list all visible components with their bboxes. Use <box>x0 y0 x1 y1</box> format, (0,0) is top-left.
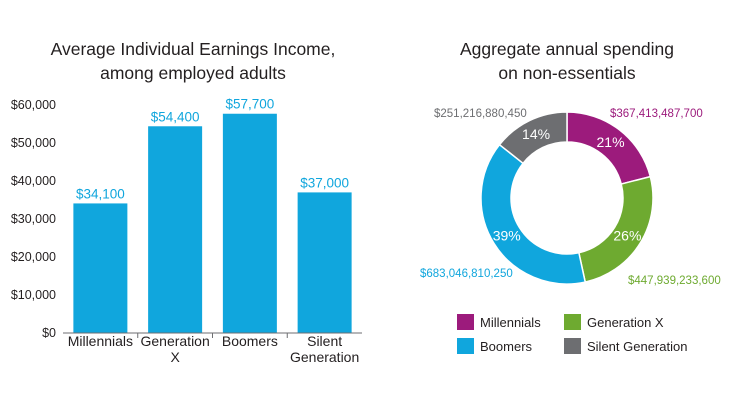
y-tick-label: $20,000 <box>11 250 56 264</box>
slice-value-label: $367,413,487,700 <box>610 108 703 120</box>
spending-donut-chart: Aggregate annual spending on non-essenti… <box>420 39 721 354</box>
x-tick-label: Millennials <box>68 333 133 349</box>
earnings-bar-chart: Average Individual Earnings Income, amon… <box>11 39 362 365</box>
bar <box>73 203 128 333</box>
donut-labels: 21% $367,413,487,700 26% $447,939,233,600 39… <box>420 108 721 287</box>
x-tick-label: Silent <box>307 333 342 349</box>
x-tick-label: Boomers <box>222 333 278 349</box>
x-tick-label: X <box>170 349 180 365</box>
slice-percent-label: 26% <box>613 227 641 243</box>
bars: $34,100 $54,400 $57,700 $37,000 <box>73 97 352 334</box>
bar-value-label: $57,700 <box>225 97 274 112</box>
legend-swatch <box>457 338 474 354</box>
bar <box>297 192 352 333</box>
bar <box>148 126 203 333</box>
legend: Millennials Generation X Boomers Silent Gen… <box>457 314 687 354</box>
legend-label: Generation X <box>587 315 664 330</box>
legend-swatch <box>564 314 581 330</box>
bar-chart-title-line-1: Average Individual Earnings Income, <box>51 39 336 59</box>
legend-swatch <box>457 314 474 330</box>
slice-percent-label: 39% <box>493 228 521 244</box>
legend-label: Silent Generation <box>587 339 687 354</box>
legend-label: Millennials <box>480 315 541 330</box>
slice-value-label: $447,939,233,600 <box>628 275 721 287</box>
y-tick-label: $60,000 <box>11 98 56 112</box>
slice-value-label: $683,046,810,250 <box>420 268 513 280</box>
donut-slice <box>498 111 568 165</box>
legend-label: Boomers <box>480 339 533 354</box>
bar-value-label: $54,400 <box>151 109 200 124</box>
bar <box>222 113 277 334</box>
donut-slices <box>480 111 654 285</box>
y-tick-label: $10,000 <box>11 288 56 302</box>
y-axis-tick-labels: $0 $10,000 $20,000 $30,000 $40,000 $50,000 $60… <box>11 98 56 340</box>
donut-chart-title-line-1: Aggregate annual spending <box>460 39 674 59</box>
y-tick-label: $30,000 <box>11 212 56 226</box>
slice-percent-label: 14% <box>522 126 550 142</box>
bar-chart-title-line-2: among employed adults <box>100 63 286 83</box>
y-tick-label: $40,000 <box>11 174 56 188</box>
slice-percent-label: 21% <box>597 134 625 150</box>
donut-chart-title-line-2: on non-essentials <box>498 63 635 83</box>
slice-value-label: $251,216,880,450 <box>434 108 527 120</box>
x-tick-label: Generation <box>290 349 359 365</box>
bar-value-label: $34,100 <box>76 186 125 201</box>
x-tick-label: Generation <box>140 333 209 349</box>
bar-value-label: $37,000 <box>300 175 349 190</box>
y-tick-label: $50,000 <box>11 136 56 150</box>
donut-slice <box>480 143 587 285</box>
y-tick-label: $0 <box>42 326 56 340</box>
legend-swatch <box>564 338 581 354</box>
